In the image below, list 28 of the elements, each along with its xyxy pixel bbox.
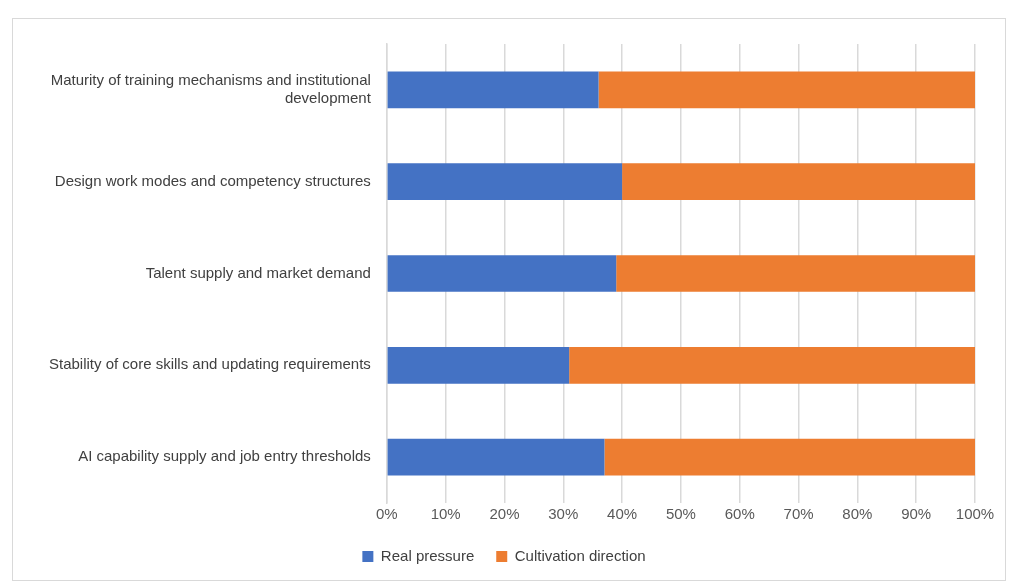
x-tick-label: 20%	[489, 505, 520, 523]
y-tick-label: AI capability supply and job entry thresholds	[78, 447, 371, 465]
bar	[616, 255, 975, 292]
x-tick-label: 0%	[375, 505, 398, 523]
x-tick-label: 70%	[783, 505, 814, 523]
bar	[387, 71, 599, 109]
bar	[622, 163, 975, 201]
y-tick-label: Stability of core skills and updating requirements	[48, 355, 371, 373]
x-tick-label: 80%	[842, 505, 873, 523]
x-tick-label: 60%	[724, 505, 755, 523]
x-tick-label: 40%	[607, 505, 638, 523]
bar	[387, 346, 570, 384]
bar	[604, 438, 975, 476]
y-tick-label: Talent supply and market demand	[145, 263, 371, 281]
legend-label: Real pressure	[380, 546, 475, 564]
y-tick-label: Maturity of training mechanisms and institutional development	[50, 71, 372, 107]
legend-label: Cultivation direction	[514, 546, 646, 564]
bar	[387, 438, 605, 476]
bar	[598, 71, 975, 109]
x-tick-label: 50%	[665, 505, 696, 523]
x-tick-label: 10%	[430, 505, 461, 523]
x-tick-label: 90%	[901, 505, 932, 523]
bar	[569, 346, 975, 384]
bar	[387, 163, 623, 201]
x-tick-label: 30%	[548, 505, 579, 523]
x-tick-label: 100%	[955, 505, 995, 523]
y-tick-label: Design work modes and competency structures	[54, 171, 371, 189]
bar	[387, 255, 617, 292]
